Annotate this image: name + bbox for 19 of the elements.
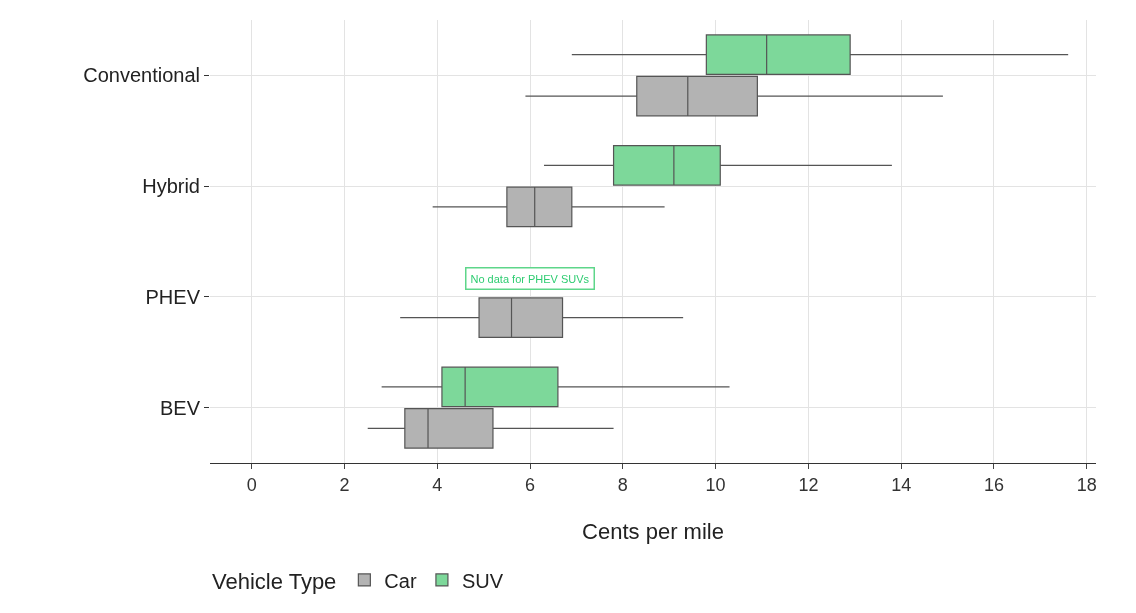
y-tick-label: Hybrid (142, 175, 200, 198)
legend-title: Vehicle Type (212, 569, 337, 595)
legend-label: Car (384, 569, 417, 592)
annotation: No data for PHEV SUVs (470, 272, 590, 285)
y-tick-label: PHEV (145, 285, 201, 308)
y-tick-label: BEV (159, 396, 201, 419)
x-tick-label: 16 (983, 474, 1004, 495)
x-tick-label: 4 (432, 474, 443, 495)
x-tick-label: 12 (798, 474, 819, 495)
x-tick-label: 2 (339, 474, 350, 495)
legend-label: SUV (461, 569, 504, 592)
x-axis-title: Cents per mile (582, 519, 724, 544)
x-tick-label: 18 (1076, 474, 1097, 495)
x-tick-label: 10 (705, 474, 726, 495)
x-tick-label: 8 (617, 474, 628, 495)
y-tick-label: Conventional (83, 64, 200, 87)
x-tick-label: 14 (891, 474, 912, 495)
x-tick-label: 0 (246, 474, 257, 495)
x-tick-label: 6 (525, 474, 536, 495)
